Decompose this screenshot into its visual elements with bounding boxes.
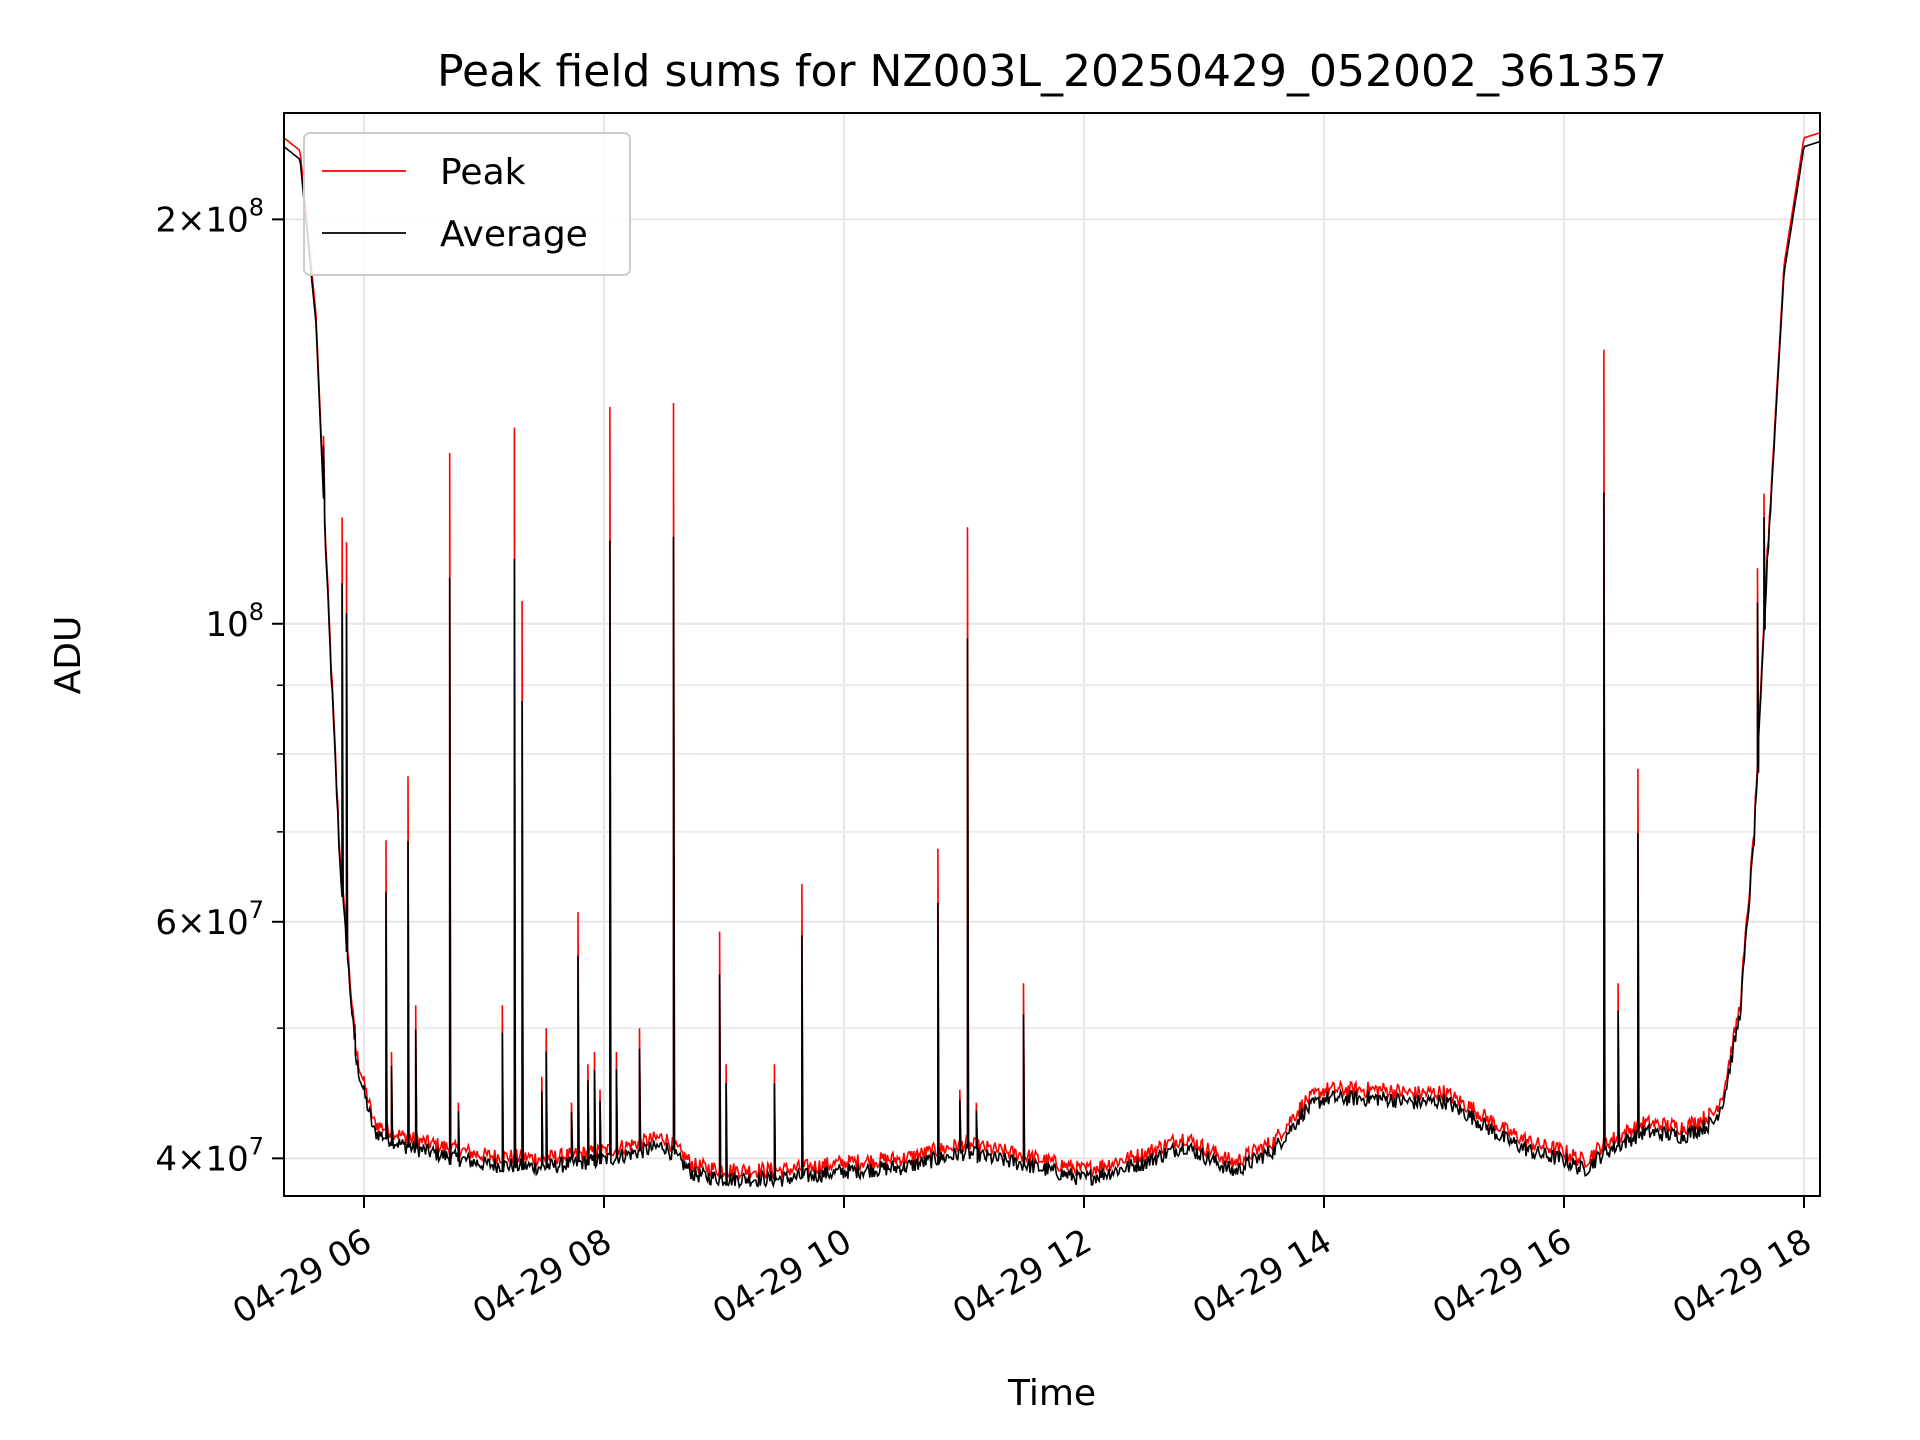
- legend: Peak Average: [303, 132, 631, 276]
- y-tick-label: 6×107: [155, 896, 264, 943]
- x-tick-label: 04-29 18: [1666, 1221, 1818, 1332]
- series-line-average: [283, 140, 1821, 1190]
- y-tick-label: 108: [205, 598, 264, 645]
- x-tick-label: 04-29 16: [1426, 1221, 1578, 1332]
- x-tick-label: 04-29 08: [466, 1221, 618, 1332]
- plot-frame: [283, 112, 1821, 1197]
- x-tick-label: 04-29 14: [1186, 1221, 1338, 1332]
- y-tick-label: 2×108: [155, 193, 264, 240]
- x-axis: 04-29 06 04-29 08 04-29 10 04-29 12 04-29 14…: [226, 1196, 1819, 1332]
- x-axis-label: Time: [1007, 1373, 1096, 1414]
- chart-title: Peak field sums for NZ003L_20250429_0520…: [437, 46, 1667, 97]
- y-axis: 4×107 6×107 108 2×108: [155, 193, 284, 1179]
- legend-label-peak: Peak: [440, 152, 526, 193]
- legend-label-average: Average: [440, 214, 588, 255]
- x-tick-label: 04-29 06: [226, 1221, 378, 1332]
- series-layer: [283, 132, 1821, 1190]
- x-tick-label: 04-29 12: [946, 1221, 1098, 1332]
- y-axis-label: ADU: [48, 616, 89, 695]
- legend-box: [303, 132, 631, 276]
- y-tick-label: 4×107: [155, 1132, 264, 1179]
- x-tick-label: 04-29 10: [706, 1221, 858, 1332]
